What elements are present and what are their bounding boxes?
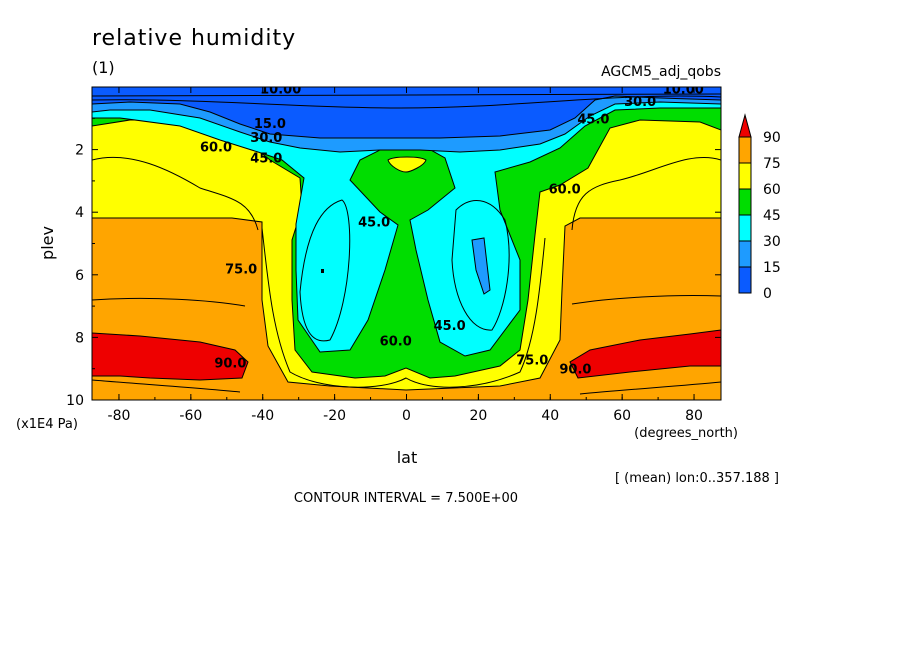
contour-label: 15.0 [254, 117, 286, 132]
colorbar-label: 0 [763, 286, 772, 302]
colorbar-label: 60 [763, 182, 781, 198]
colorbar-segment-15-30 [738, 240, 752, 268]
contour-label: 45.0 [250, 151, 282, 166]
x-axis-label: lat [397, 448, 418, 467]
y-axis: 2 4 6 8 10 [66, 117, 721, 409]
band-lt15 [92, 87, 721, 139]
colorbar-segment-gt90 [738, 113, 752, 138]
x-axis-unit: (degrees_north) [634, 426, 738, 441]
colorbar-labels: 90 75 60 45 30 15 0 [763, 130, 781, 302]
contour-label: 60.0 [380, 335, 412, 350]
colorbar-label: 30 [763, 234, 781, 250]
contour-label: 10.00 [663, 83, 704, 98]
x-tick-label: 0 [402, 408, 411, 424]
blob-upper-yellow [387, 156, 427, 173]
band-gt90-north [569, 329, 721, 379]
band-gt90-south [92, 332, 249, 381]
x-tick-label: -20 [323, 408, 346, 424]
blob-blue-15-30 [471, 237, 491, 295]
colorbar-segment-60-75 [738, 162, 752, 190]
mean-note: [ (mean) lon:0..357.188 ] [615, 471, 779, 486]
band-45-60 [92, 87, 721, 379]
contour-label: 75.0 [516, 353, 548, 368]
x-tick-label: -40 [251, 408, 274, 424]
contour-interval: CONTOUR INTERVAL = 7.500E+00 [294, 491, 518, 506]
x-tick-label: 40 [541, 408, 559, 424]
colorbar-segment-45-60 [738, 188, 752, 216]
colorbar: 90 75 60 45 30 15 0 [738, 113, 781, 302]
contour-label: 90.0 [214, 356, 246, 371]
chart-title: relative humidity [92, 26, 296, 51]
x-axis: -80 -60 -40 -20 0 20 40 60 80 [108, 87, 703, 424]
colorbar-label: 45 [763, 208, 781, 224]
contour-label-layer: 10.00 10.0015.030.030.045.045.045.045.060… [200, 83, 704, 378]
contour-label: 90.0 [559, 363, 591, 378]
local-extremum-marker [321, 269, 324, 273]
contour-label: 10.00 [260, 83, 301, 98]
y-axis-label: plev [38, 226, 57, 260]
y-axis-unit: (x1E4 Pa) [16, 417, 78, 432]
colorbar-segment-75-90 [738, 136, 752, 164]
panel-label: (1) [92, 58, 115, 77]
x-tick-label: -80 [108, 408, 131, 424]
contour-label: 45.0 [577, 112, 609, 127]
x-tick-label: 20 [469, 408, 487, 424]
colorbar-label: 75 [763, 156, 781, 172]
contour-field: 10.00 10.0015.030.030.045.045.045.045.060… [92, 83, 721, 400]
y-tick-label: 2 [75, 143, 84, 159]
y-tick-label: 6 [75, 268, 84, 284]
dataset-label: AGCM5_adj_qobs [601, 64, 721, 80]
colorbar-segment-lt15 [738, 266, 752, 294]
colorbar-segment-30-45 [738, 214, 752, 242]
contour-lines [92, 93, 721, 395]
contour-label: 60.0 [200, 140, 232, 155]
contour-label: 75.0 [225, 263, 257, 278]
y-tick-label: 10 [66, 393, 84, 409]
contour-label: 60.0 [549, 183, 581, 198]
x-tick-label: 80 [685, 408, 703, 424]
colorbar-label: 15 [763, 260, 781, 276]
y-tick-label: 4 [75, 205, 84, 221]
contour-label: 30.0 [250, 131, 282, 146]
contour-label: 45.0 [358, 216, 390, 231]
y-tick-label: 8 [75, 330, 84, 346]
colorbar-label: 90 [763, 130, 781, 146]
x-tick-label: -60 [179, 408, 202, 424]
contour-label: 45.0 [434, 319, 466, 334]
x-tick-label: 60 [613, 408, 631, 424]
contour-label: 30.0 [624, 95, 656, 110]
